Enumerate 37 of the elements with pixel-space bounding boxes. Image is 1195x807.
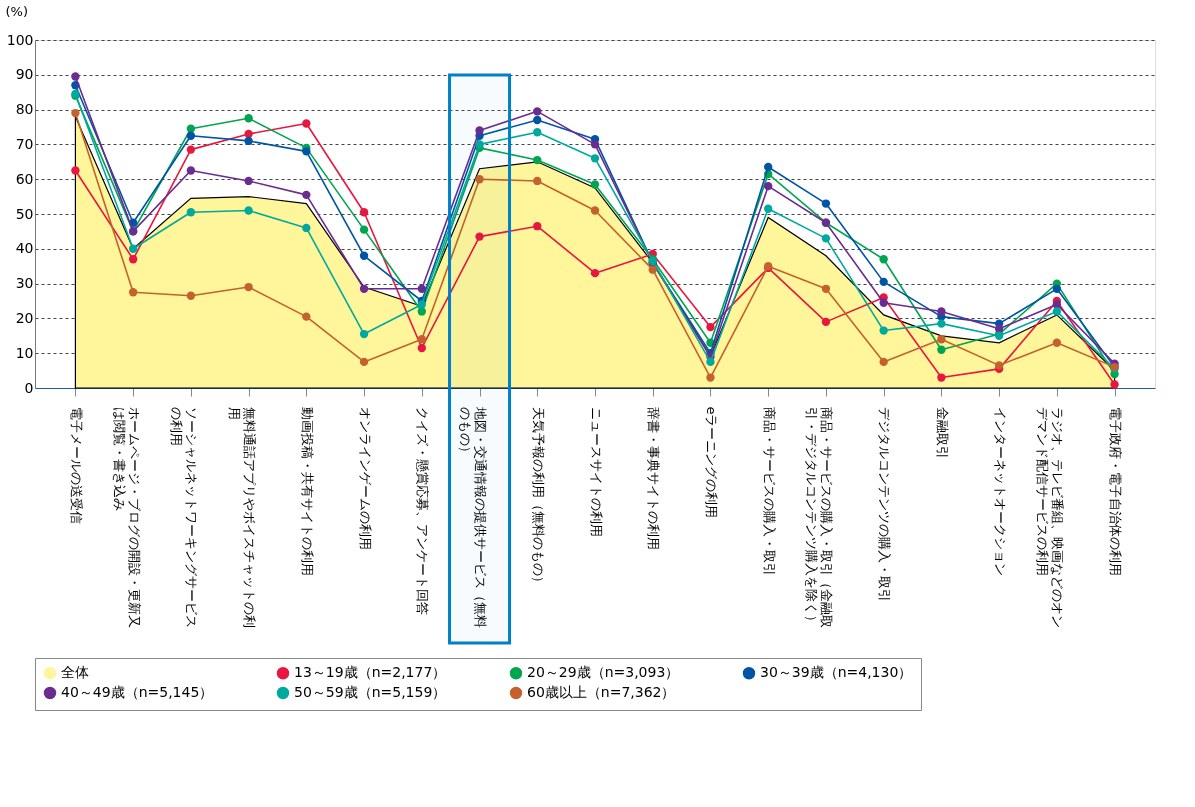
x-tick-label: eラーニングの利用 [703,406,719,519]
legend-label: 全体 [61,664,89,681]
x-tick-label: 辞書・事典サイトの利用 [646,406,662,550]
legend-label: 13～19歳（n=2,177） [294,664,447,681]
x-tick-label: デジタルコンテンツの購入・取引 [877,406,893,602]
x-tick-label: ホームページ・ブログの開設・更新又は閲覧・書き込み [111,406,142,628]
x-tick-label: ラジオ、テレビ番組、映画などのオンデマンド配信サービスの利用 [1035,406,1066,628]
y-tick-label: 80 [15,101,34,118]
y-tick-label: 90 [15,66,34,83]
legend-label: 60歳以上（n=7,362） [527,684,676,700]
y-tick-label: 40 [15,240,34,257]
x-tick-label: 動画投稿・共有サイトの利用 [299,406,315,576]
legend-label: 40～49歳（n=5,145） [61,684,214,700]
y-tick-label: 70 [15,135,34,152]
y-tick-label: 50 [15,205,34,222]
x-tick-label: 無料通話アプリやボイスチャットの利用 [227,406,258,628]
y-tick-label: 20 [15,309,34,326]
x-tick-label: 地図・交通情報の提供サービス（無料のもの） [458,405,489,628]
legend-label: 50～59歳（n=5,159） [294,684,447,700]
y-tick-label: 30 [15,275,34,292]
y-tick-label: 0 [24,379,34,396]
x-tick-label: 金融取引 [934,406,950,459]
y-tick-label: 60 [15,170,34,187]
x-tick-label: ソーシャルネットワーキングサービスの利用 [169,406,200,628]
x-tick-label: 電子メールの送受信 [68,406,84,524]
legend-label: 20～29歳（n=3,093） [527,664,680,681]
y-tick-label: 100 [6,31,34,48]
x-tick-label: ニュースサイトの利用 [588,406,604,537]
legend-label: 30～39歳（n=4,130） [760,664,913,681]
x-tick-label: クイズ・懸賞応募、アンケート回答 [415,406,431,615]
x-tick-label: 商品・サービスの購入・取引 [761,406,777,576]
y-axis-title: (%) [5,3,28,19]
x-tick-label: 天気予報の利用（無料のもの） [530,406,546,589]
x-tick-label: 電子政府・電子自治体の利用 [1108,406,1124,576]
x-tick-label: インターネットオークション [992,406,1008,576]
y-tick-label: 10 [15,344,34,361]
x-tick-label: オンラインゲームの利用 [357,406,373,550]
